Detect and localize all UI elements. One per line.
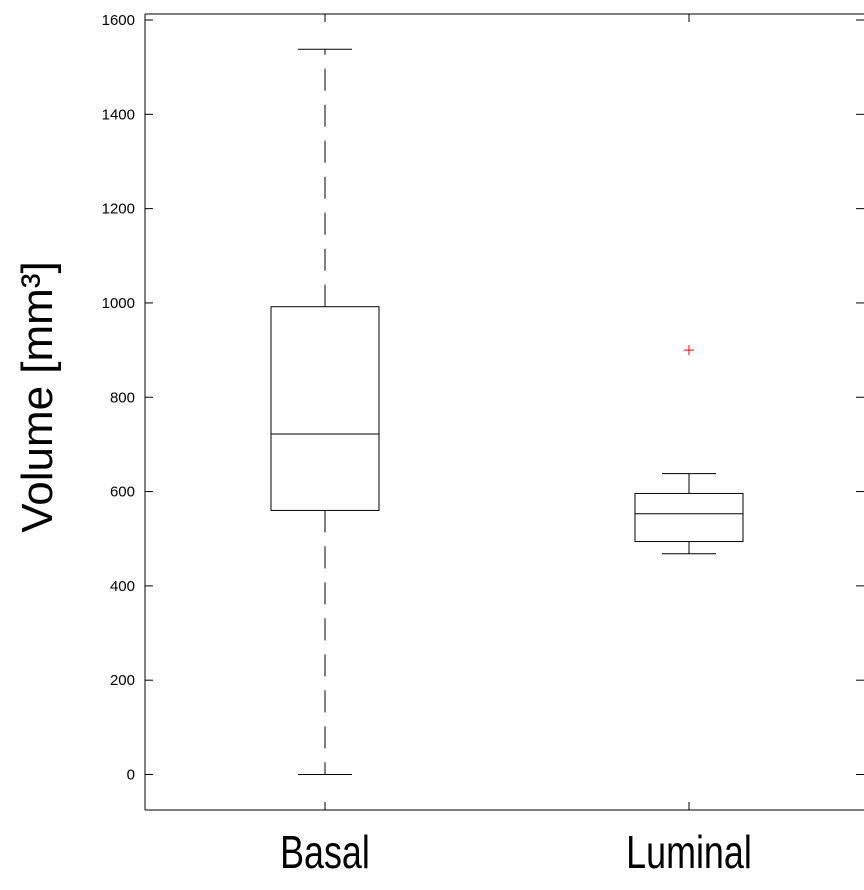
axes — [144, 13, 864, 811]
box-luminal — [634, 345, 744, 555]
y-axis-ticks: 0 200 400 600 800 1000 1200 1400 1600 — [102, 12, 864, 810]
y-tick-label: 800 — [110, 389, 135, 406]
y-tick-label: 0 — [127, 767, 135, 784]
y-tick-label: 200 — [110, 672, 135, 689]
category-labels: Basal Luminal — [280, 827, 752, 878]
y-tick-label: 1600 — [102, 12, 135, 29]
y-tick-label: 1200 — [102, 201, 135, 218]
box-basal — [270, 48, 380, 775]
outlier-marker — [684, 345, 694, 356]
y-tick-label: 400 — [110, 578, 135, 595]
y-tick-label: 1400 — [102, 106, 135, 123]
category-label-luminal: Luminal — [626, 827, 752, 878]
y-tick-label: 1000 — [102, 295, 135, 312]
iqr-box — [634, 492, 744, 543]
category-label-basal: Basal — [280, 827, 370, 878]
iqr-box — [270, 306, 380, 511]
y-tick-label: 600 — [110, 484, 135, 501]
boxes — [270, 48, 744, 775]
y-axis-title: Volume [mm³] — [13, 261, 62, 532]
